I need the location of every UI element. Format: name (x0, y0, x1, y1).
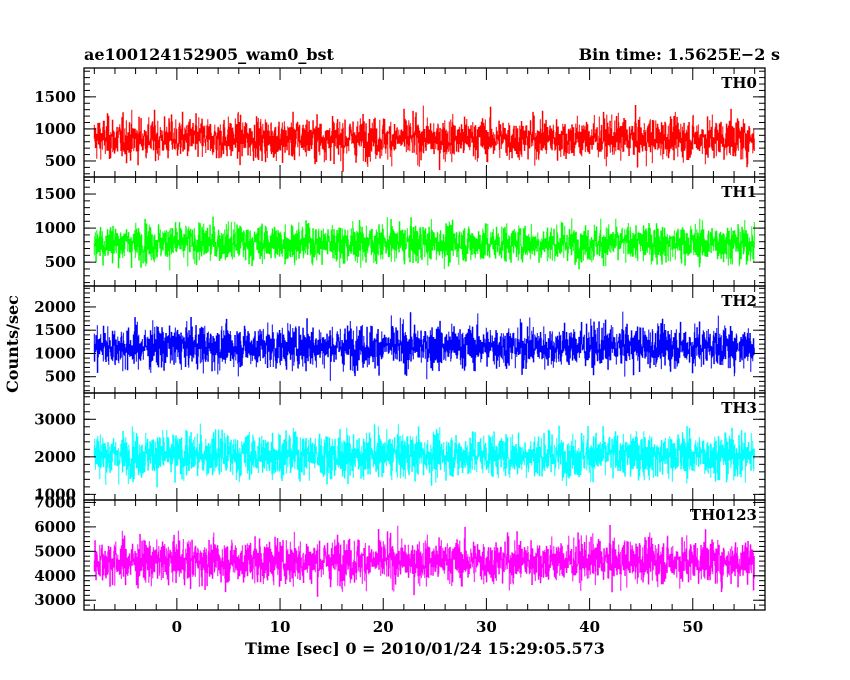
y-tick-label: 1500 (34, 185, 76, 203)
bin-time-label: Bin time: 1.5625E−2 s (579, 45, 780, 64)
y-tick-label: 1000 (34, 485, 76, 503)
series-label-th0123: TH0123 (690, 506, 757, 524)
y-tick-label: 1500 (34, 321, 76, 339)
series-th1 (93, 216, 755, 271)
y-tick-label: 2000 (34, 448, 76, 466)
y-tick-label: 5000 (34, 542, 76, 560)
panel-th1: 500 1000 1500 TH1 (34, 176, 766, 287)
y-tick-label: 2000 (34, 298, 76, 316)
y-tick-label: 1000 (34, 344, 76, 362)
series-label-th3: TH3 (721, 399, 757, 417)
x-tick-label: 30 (476, 618, 497, 636)
x-tick-label: 50 (682, 618, 703, 636)
panel-th3: 1000 2000 3000 TH3 (34, 392, 766, 503)
x-tick-label: 40 (579, 618, 600, 636)
y-tick-label: 500 (45, 368, 76, 386)
chart-title: ae100124152905_wam0_bst (84, 45, 335, 64)
panel-th0123: 3000 4000 5000 6000 7000 TH0123 (34, 493, 766, 611)
panel-frame (83, 67, 766, 178)
series-label-th2: TH2 (721, 292, 757, 310)
panel-th0: 500 1000 1500 TH0 (34, 67, 766, 178)
y-tick-label: 3000 (34, 591, 76, 609)
series-th0123 (93, 525, 755, 597)
y-tick-label: 500 (45, 152, 76, 170)
series-th2 (93, 311, 755, 381)
y-tick-label: 6000 (34, 518, 76, 536)
x-tick-label: 0 (172, 618, 182, 636)
series-th0 (93, 105, 755, 172)
series-label-th1: TH1 (721, 183, 757, 201)
y-axis-label: Counts/sec (3, 295, 22, 393)
y-tick-label: 1500 (34, 88, 76, 106)
y-tick-label: 7000 (34, 493, 76, 511)
y-tick-label: 4000 (34, 567, 76, 585)
y-tick-label: 3000 (34, 410, 76, 428)
x-tick-label: 20 (373, 618, 394, 636)
x-axis-label: Time [sec] 0 = 2010/01/24 15:29:05.573 (245, 639, 605, 658)
y-tick-label: 1000 (34, 219, 76, 237)
series-label-th0: TH0 (721, 74, 757, 92)
x-tick-label: 10 (270, 618, 291, 636)
y-tick-label: 500 (45, 253, 76, 271)
series-th3 (93, 423, 755, 488)
panel-th2: 500 1000 1500 2000 TH2 (34, 285, 766, 394)
y-tick-label: 1000 (34, 120, 76, 138)
